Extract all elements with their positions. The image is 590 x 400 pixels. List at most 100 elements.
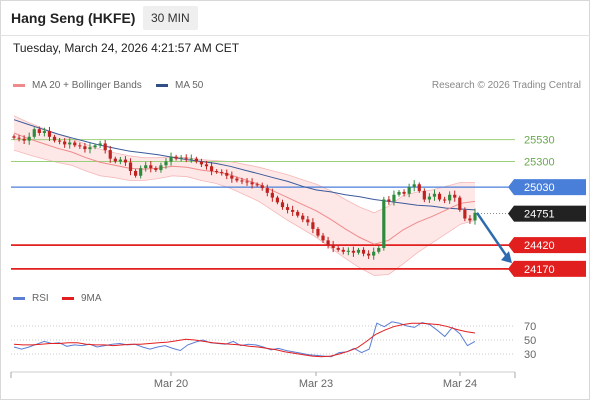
candle-body	[301, 215, 305, 220]
candle-body	[336, 247, 340, 250]
candle-body	[346, 250, 350, 252]
legend-swatch	[13, 297, 25, 300]
candle-body	[37, 129, 41, 133]
legend-label: 9MA	[81, 293, 102, 304]
candle-body	[139, 168, 143, 176]
ma50-line	[13, 119, 476, 211]
legend-swatch	[156, 84, 168, 87]
candle-body	[291, 209, 295, 212]
candle-body	[230, 175, 234, 179]
candle-body	[245, 181, 249, 183]
candle-body	[189, 158, 193, 160]
candle-body	[422, 190, 426, 200]
level-tag-bg	[514, 179, 586, 196]
bollinger-lower	[13, 149, 476, 276]
candle-body	[169, 156, 173, 162]
candle-body	[199, 161, 204, 165]
candle-body	[63, 141, 67, 145]
candle-body	[250, 182, 254, 185]
candle-body	[93, 145, 97, 148]
candle-body	[204, 164, 209, 167]
candle-body	[32, 129, 36, 137]
candle-body	[382, 199, 386, 248]
candle-body	[68, 142, 72, 145]
candle-body	[17, 137, 21, 139]
candle-body	[407, 187, 411, 194]
candle-body	[367, 253, 371, 256]
candle-body	[159, 165, 163, 171]
timestamp: Tuesday, March 24, 2026 4:21:57 AM CET	[13, 41, 240, 55]
candle-body	[215, 171, 219, 172]
level-tag-bg	[514, 237, 586, 254]
candle-body	[392, 194, 396, 202]
candle-body	[235, 178, 239, 181]
level-label-resistance: 25300	[524, 157, 555, 169]
candle-body	[453, 194, 457, 198]
candle-body	[448, 194, 452, 201]
x-tick-label: Mar 24	[443, 378, 477, 390]
candle-body	[255, 184, 259, 186]
candle-body	[22, 138, 26, 141]
bollinger-upper	[13, 115, 475, 214]
candle-body	[73, 142, 77, 146]
level-label-pivot: 25030	[524, 182, 555, 194]
candle-body	[164, 161, 168, 166]
candle-body	[361, 249, 366, 254]
rsi-line	[13, 321, 476, 358]
candle-body	[52, 136, 57, 141]
candle-body	[468, 218, 472, 221]
rsi-9ma-line	[13, 322, 476, 358]
candle-body	[265, 188, 269, 193]
candle-body	[351, 250, 356, 253]
legend-swatch	[62, 297, 74, 300]
candle-body	[463, 209, 467, 219]
candle-body	[387, 199, 391, 202]
legend-label: MA 50	[175, 80, 204, 91]
candle-body	[103, 143, 107, 151]
candle-body	[149, 165, 153, 169]
candle-body	[275, 197, 280, 203]
candle-body	[458, 197, 462, 210]
interval-badge[interactable]: 30 MIN	[143, 6, 198, 30]
candle-body	[174, 156, 178, 159]
candle-body	[402, 191, 406, 194]
candle-body	[326, 240, 330, 246]
candle-body	[128, 162, 133, 171]
level-tag-bg	[514, 205, 586, 222]
candle-body	[47, 131, 52, 137]
candle-body	[311, 222, 315, 229]
rsi-tick-label: 30	[524, 349, 536, 361]
candle-body	[194, 158, 198, 162]
candle-body	[473, 212, 477, 221]
candle-body	[285, 207, 290, 210]
candle-body	[341, 249, 345, 252]
credit-text: Research © 2026 Trading Central	[431, 80, 581, 91]
level-label-resistance: 25530	[524, 135, 555, 147]
candle-body	[412, 184, 416, 188]
candle-body	[179, 157, 183, 159]
level-label-support: 24420	[524, 240, 555, 252]
candle-body	[220, 171, 224, 173]
candle-body	[209, 166, 214, 171]
x-tick-label: Mar 23	[299, 378, 333, 390]
candle-body	[432, 193, 437, 197]
candle-body	[225, 172, 229, 176]
legend-label: RSI	[32, 293, 49, 304]
level-label-current: 24751	[524, 209, 555, 221]
legend-label: MA 20 + Bollinger Bands	[32, 80, 142, 91]
candle-body	[240, 180, 244, 182]
candle-body	[280, 202, 285, 208]
rsi-tick-label: 50	[524, 335, 536, 347]
level-tag-pointer	[508, 205, 514, 222]
candle-body	[123, 159, 128, 163]
candle-body	[321, 235, 325, 241]
candle-body	[377, 247, 381, 252]
candle-body	[154, 168, 158, 171]
candle-body	[113, 158, 117, 162]
title-bar: Hang Seng (HKFE) 30 MIN	[0, 0, 590, 36]
candle-body	[144, 165, 148, 169]
candle-body	[331, 245, 335, 248]
ma20-line	[13, 132, 476, 245]
candle-body	[57, 140, 62, 142]
